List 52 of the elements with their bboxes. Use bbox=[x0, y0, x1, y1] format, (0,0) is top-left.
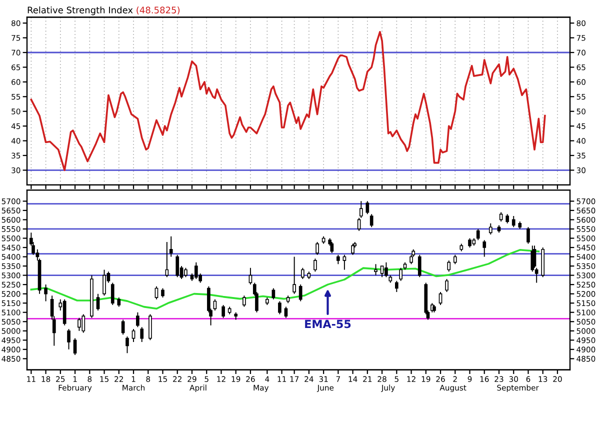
candlestick bbox=[357, 217, 361, 232]
candlestick bbox=[384, 262, 388, 278]
candlestick bbox=[194, 262, 198, 280]
annotation: EMA-55 bbox=[305, 320, 351, 328]
candlestick bbox=[374, 264, 378, 276]
candlestick bbox=[453, 254, 457, 265]
candlestick bbox=[140, 326, 144, 342]
candlestick bbox=[506, 214, 510, 224]
candlestick bbox=[330, 241, 334, 254]
candlestick bbox=[148, 314, 152, 341]
candlestick bbox=[161, 288, 164, 298]
candlestick bbox=[169, 236, 173, 258]
candlestick bbox=[292, 256, 296, 294]
chart-subtitle: (48.5825) bbox=[136, 6, 180, 14]
candlestick bbox=[447, 260, 451, 272]
candlestick bbox=[176, 254, 180, 278]
candlestick bbox=[132, 328, 136, 342]
candlestick bbox=[468, 238, 472, 248]
candlestick bbox=[394, 280, 398, 292]
candlestick bbox=[314, 258, 317, 272]
candlestick bbox=[488, 222, 492, 236]
candlestick bbox=[316, 241, 319, 256]
candlestick bbox=[399, 267, 403, 282]
candlestick bbox=[284, 306, 288, 318]
chart-title: Relative Strength Index bbox=[28, 6, 133, 16]
candlestick bbox=[336, 254, 340, 265]
candlestick bbox=[222, 304, 225, 318]
candlestick bbox=[351, 243, 354, 256]
candlestick bbox=[445, 278, 448, 292]
candlestick bbox=[301, 267, 304, 280]
candlestick bbox=[380, 266, 384, 278]
candlestick bbox=[359, 200, 363, 218]
candlestick bbox=[242, 295, 246, 308]
candlestick bbox=[532, 245, 536, 268]
candlestick bbox=[272, 288, 276, 300]
candlestick bbox=[184, 267, 188, 278]
candlestick bbox=[438, 291, 442, 306]
candlestick bbox=[278, 300, 282, 315]
candlestick bbox=[366, 200, 370, 215]
candlestick bbox=[370, 214, 374, 228]
candlestick bbox=[213, 298, 217, 311]
candlestick bbox=[298, 284, 302, 302]
candlestick bbox=[418, 254, 422, 278]
candlestick bbox=[499, 212, 503, 222]
candlestick bbox=[154, 286, 158, 300]
candlestick bbox=[136, 312, 140, 328]
candlestick bbox=[512, 216, 516, 228]
candlestick bbox=[476, 228, 480, 241]
candlestick bbox=[482, 240, 486, 258]
candlestick bbox=[248, 267, 252, 286]
candlestick bbox=[526, 226, 530, 244]
candlestick bbox=[342, 254, 346, 270]
